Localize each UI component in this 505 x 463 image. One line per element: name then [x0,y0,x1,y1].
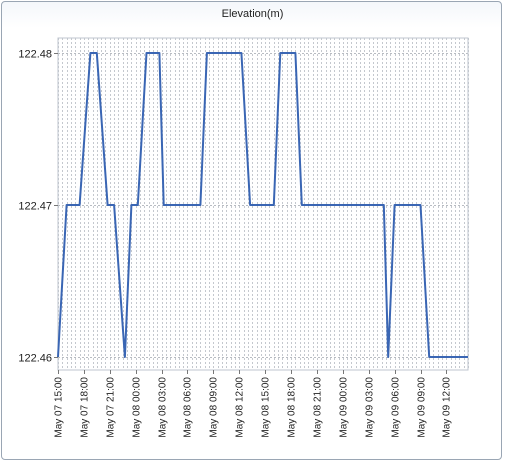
x-tick-label: May 08 09:00 [209,377,220,438]
x-tick-label: May 08 18:00 [287,377,298,438]
plot-border [57,37,469,371]
y-axis: 122.48 122.47 122.46 [18,49,58,365]
x-tick-label: May 08 06:00 [183,377,194,438]
x-tick-label: May 09 03:00 [365,377,376,438]
x-tick-label: May 08 21:00 [313,377,324,438]
elevation-series-line [57,52,468,358]
x-tick-label: May 09 09:00 [417,377,428,438]
x-tick-label: May 08 12:00 [235,377,246,438]
y-tick-label: 122.48 [18,49,52,61]
y-tick-label: 122.46 [18,353,52,365]
x-tick-label: May 07 18:00 [80,377,91,438]
x-tick-label: May 09 12:00 [442,377,453,438]
x-tick-label: May 08 15:00 [261,377,272,438]
x-tick-label: May 08 00:00 [132,377,143,438]
y-tick-label: 122.47 [18,201,52,213]
x-axis: May 07 15:00 May 07 18:00 May 07 21:00 May … [54,370,453,438]
x-tick-label: May 07 21:00 [106,377,117,438]
chart-title: Elevation(m) [221,8,284,20]
x-tick-label: May 07 15:00 [54,377,65,438]
x-tick-label: May 09 00:00 [339,377,350,438]
x-tick-label: May 08 03:00 [158,377,169,438]
x-tick-label: May 09 06:00 [391,377,402,438]
